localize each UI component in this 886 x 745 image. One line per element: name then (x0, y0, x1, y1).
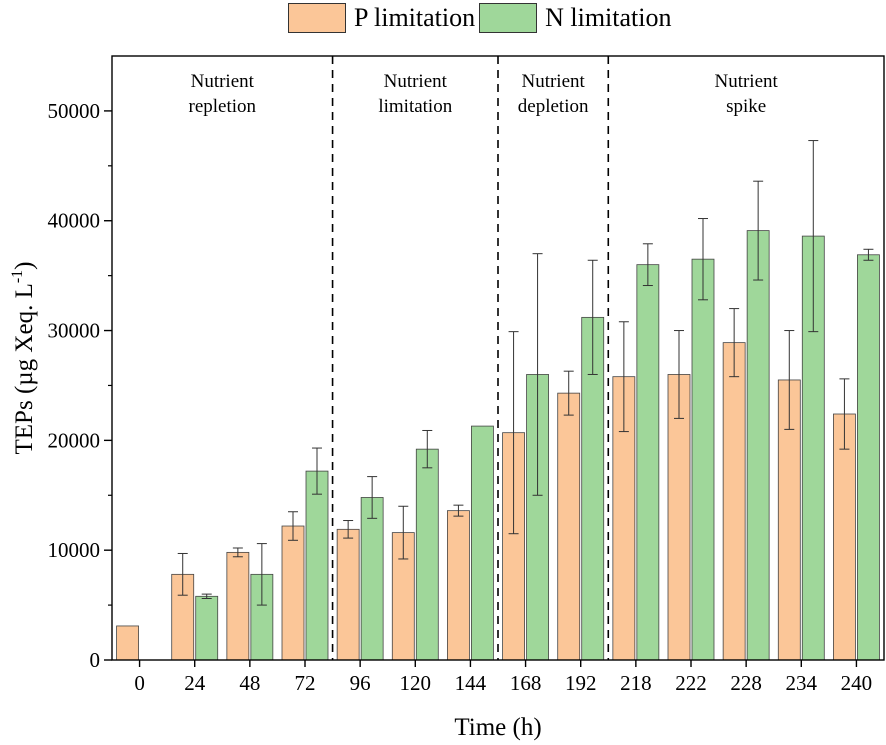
phase-label-line2: limitation (378, 96, 452, 117)
y-axis-title: TEPs (µg Xeq. L-1) (9, 262, 38, 455)
phase-divider-layer (331, 56, 610, 660)
legend-item-p-limitation: P limitation (288, 3, 475, 33)
legend-item-n-limitation: N limitation (479, 3, 672, 33)
bar-p-limitation (722, 342, 746, 661)
y-axis-title-main: TEPs (µg Xeq. L (11, 283, 38, 454)
x-tick-label: 218 (620, 671, 652, 695)
phase-label-line2: depletion (518, 96, 589, 117)
phase-label-line2: spike (726, 96, 766, 117)
error-bars-layer (177, 140, 874, 606)
legend-label-n-limitation: N limitation (545, 3, 672, 32)
x-tick-label: 234 (786, 671, 818, 695)
bar-p-limitation (116, 625, 139, 661)
bar-p-limitation (833, 413, 856, 661)
y-tick-label: 10000 (48, 538, 101, 562)
x-tick-label: 0 (134, 671, 145, 695)
x-tick-label: 96 (350, 671, 371, 695)
phase-label-line1: Nutrient (384, 71, 448, 92)
y-tick-label: 40000 (48, 209, 101, 233)
bar-n-limitation (195, 595, 219, 661)
plot-frame (111, 55, 885, 661)
phase-label-line2: repletion (189, 96, 257, 117)
bar-p-limitation (557, 392, 581, 661)
bar-p-limitation (281, 525, 305, 661)
x-tick-label: 222 (675, 671, 707, 695)
legend-swatch-p-limitation (288, 3, 346, 33)
x-tick-label: 192 (565, 671, 597, 695)
bar-n-limitation (691, 258, 715, 661)
x-tick-label: 72 (295, 671, 316, 695)
bar-n-limitation (415, 448, 439, 661)
bars-layer (116, 230, 880, 661)
x-tick-label: 240 (841, 671, 873, 695)
x-axis-title: Time (h) (454, 714, 541, 741)
axes-layer: 0 10000 20000 30000 40000 50000 0 24 48 72 96 120 14… (9, 55, 885, 741)
bar-n-limitation (471, 425, 494, 661)
y-axis-title-superscript: -1 (9, 270, 26, 283)
legend-label-p-limitation: P limitation (354, 3, 476, 32)
y-tick-label: 0 (90, 648, 101, 672)
x-tick-label: 168 (510, 671, 542, 695)
bar-p-limitation (447, 510, 470, 661)
bar-n-limitation (305, 470, 329, 661)
x-tick-label: 144 (455, 671, 487, 695)
bar-p-limitation (336, 528, 360, 661)
bar-n-limitation (746, 230, 770, 661)
phase-label-line1: Nutrient (521, 71, 585, 92)
phase-label-line1: Nutrient (714, 71, 778, 92)
y-tick-label: 30000 (48, 319, 101, 343)
legend: P limitation N limitation (288, 0, 676, 36)
x-tick-label: 228 (730, 671, 762, 695)
bar-n-limitation (360, 497, 384, 661)
phase-annotations-layer: Nutrient repletion Nutrient limitation Nutri… (189, 71, 779, 117)
phase-label-line1: Nutrient (191, 71, 255, 92)
x-tick-label: 24 (184, 671, 206, 695)
bar-p-limitation (226, 551, 250, 661)
x-tick-label: 120 (400, 671, 432, 695)
legend-swatch-n-limitation (479, 3, 538, 33)
bar-n-limitation (636, 264, 660, 661)
bar-n-limitation (857, 254, 880, 661)
y-tick-label: 20000 (48, 428, 101, 452)
y-axis-title-close: ) (11, 262, 38, 270)
x-tick-label: 48 (239, 671, 260, 695)
y-tick-label: 50000 (48, 99, 101, 123)
